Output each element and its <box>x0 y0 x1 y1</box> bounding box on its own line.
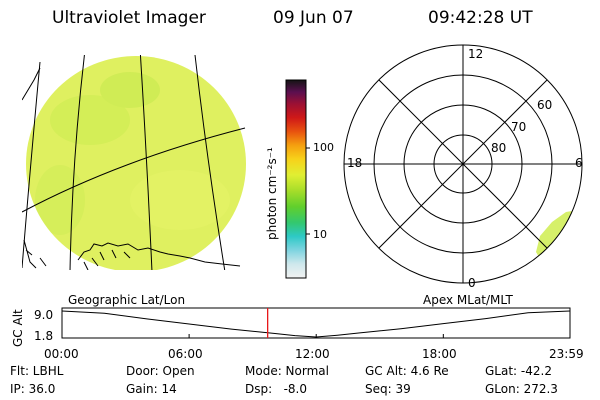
polar-label-12: 12 <box>468 47 484 61</box>
timeline-frame <box>61 307 571 339</box>
meridian-line <box>22 61 41 269</box>
polar-lat-70: 70 <box>511 120 527 134</box>
timeline-ytick-top: 9.0 <box>34 308 54 322</box>
polar-label-6: 6 <box>575 156 583 170</box>
polar-label-0: 0 <box>468 276 476 290</box>
time-label: 09:42:28 UT <box>428 8 533 28</box>
status-ip: IP: 36.0 <box>10 382 56 396</box>
coastline <box>23 239 47 269</box>
meridian-line <box>139 55 153 270</box>
polar-axis-diagonal <box>378 79 548 249</box>
timeline-left-title: Geographic Lat/Lon <box>68 293 186 307</box>
colorbar-tick-10: 10 <box>313 228 327 241</box>
status-filter: Flt: LBHL <box>10 364 64 378</box>
timeline-x-ticks <box>61 334 571 338</box>
status-seq: Seq: 39 <box>365 382 411 396</box>
status-dsp: Dsp: -8.0 <box>245 382 308 396</box>
earth-disc <box>26 56 246 270</box>
meridian-line <box>69 55 85 270</box>
timeline-xtick-2: 12:00 <box>295 347 330 361</box>
instrument-title: Ultraviolet Imager <box>52 8 206 28</box>
status-gain: Gain: 14 <box>126 382 177 396</box>
status-glon: GLon: 272.3 <box>485 382 558 396</box>
meridian-line <box>194 55 226 270</box>
date-label: 09 Jun 07 <box>273 8 354 28</box>
timeline-xtick-1: 06:00 <box>168 347 203 361</box>
status-gc-alt: GC Alt: 4.6 Re <box>365 364 449 378</box>
timeline-xtick-3: 18:00 <box>422 347 457 361</box>
coastline <box>77 242 241 267</box>
status-glat: GLat: -42.2 <box>485 364 552 378</box>
polar-lat-80: 80 <box>491 141 507 155</box>
timeline-right-title: Apex MLat/MLT <box>423 293 513 307</box>
colorbar-gradient <box>285 79 307 279</box>
colorbar-tick-100: 100 <box>313 141 334 154</box>
timeline-xtick-0: 00:00 <box>44 347 79 361</box>
parallel-line <box>22 127 246 213</box>
status-mode: Mode: Normal <box>245 364 329 378</box>
polar-label-18: 18 <box>347 156 363 170</box>
timeline-ytick-bottom: 1.8 <box>34 329 54 343</box>
gc-alt-curve <box>61 310 571 338</box>
timeline-xtick-4: 23:59 <box>549 347 584 361</box>
status-door: Door: Open <box>126 364 195 378</box>
polar-lat-60: 60 <box>537 98 553 112</box>
